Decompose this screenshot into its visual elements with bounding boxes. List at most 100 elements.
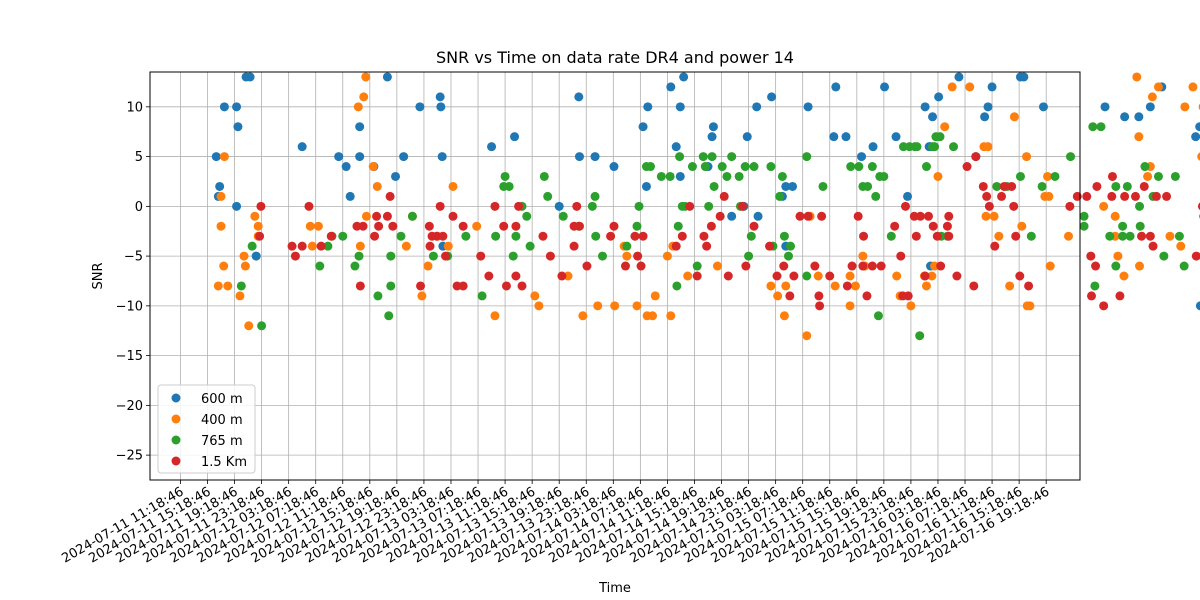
data-point (1120, 191, 1130, 201)
data-point (508, 251, 518, 261)
data-point (871, 191, 881, 201)
data-point (740, 162, 750, 172)
data-point (1159, 251, 1169, 261)
data-point (1107, 171, 1117, 181)
data-point (590, 152, 600, 162)
data-point (315, 261, 325, 271)
data-point (511, 231, 521, 241)
data-point (638, 231, 648, 241)
data-point (999, 181, 1009, 191)
data-point (313, 221, 323, 231)
data-point (1007, 181, 1017, 191)
data-point (353, 102, 363, 112)
data-point (940, 122, 950, 132)
data-point (737, 201, 747, 211)
data-point (396, 231, 406, 241)
data-point (251, 251, 261, 261)
data-point (307, 241, 317, 251)
data-point (458, 281, 468, 291)
data-point (971, 152, 981, 162)
data-point (752, 102, 762, 112)
data-point (858, 251, 868, 261)
data-point (500, 171, 510, 181)
data-point (662, 251, 672, 261)
data-point (853, 211, 863, 221)
data-point (648, 311, 658, 321)
data-point (675, 152, 685, 162)
data-point (501, 281, 511, 291)
y-tick-label: −15 (116, 349, 143, 364)
data-point (543, 191, 553, 201)
data-point (490, 201, 500, 211)
data-point (219, 102, 229, 112)
data-point (749, 221, 759, 231)
data-point (1086, 291, 1096, 301)
data-point (476, 251, 486, 261)
data-point (1038, 102, 1048, 112)
data-point (1188, 82, 1198, 92)
data-point (772, 271, 782, 281)
data-point (679, 72, 689, 82)
data-point (638, 122, 648, 132)
data-point (829, 132, 839, 142)
data-point (989, 211, 999, 221)
data-point (675, 171, 685, 181)
data-point (1153, 82, 1163, 92)
data-point (650, 291, 660, 301)
data-point (235, 291, 245, 301)
data-point (1099, 201, 1109, 211)
data-point (777, 171, 787, 181)
data-point (1107, 191, 1117, 201)
y-axis: −25 −20 −15 −10 −5 0 5 10 (116, 100, 150, 464)
data-point (845, 271, 855, 281)
data-point (358, 221, 368, 231)
data-point (244, 321, 254, 331)
data-point (1091, 261, 1101, 271)
data-point (867, 261, 877, 271)
data-point (672, 281, 682, 291)
data-point (557, 271, 567, 281)
data-point (876, 261, 886, 271)
data-point (1170, 171, 1180, 181)
data-point (355, 281, 365, 291)
data-point (1139, 181, 1149, 191)
data-point (435, 92, 445, 102)
data-point (250, 211, 260, 221)
data-point (487, 142, 497, 152)
data-point (928, 112, 938, 122)
data-point (773, 291, 783, 301)
data-point (525, 241, 535, 251)
data-point (1134, 112, 1144, 122)
data-point (707, 132, 717, 142)
data-point (1111, 261, 1121, 271)
data-point (253, 221, 263, 231)
data-point (765, 241, 775, 251)
data-point (854, 162, 864, 172)
data-point (323, 241, 333, 251)
data-point (247, 241, 257, 251)
data-point (1015, 271, 1025, 281)
data-point (915, 211, 925, 221)
data-point (646, 162, 656, 172)
data-point (223, 281, 233, 291)
data-point (219, 152, 229, 162)
data-point (355, 241, 365, 251)
data-point (656, 171, 666, 181)
data-point (981, 211, 991, 221)
data-point (1180, 102, 1190, 112)
data-point (722, 171, 732, 181)
data-point (863, 181, 873, 191)
data-point (574, 152, 584, 162)
data-point (1111, 181, 1121, 191)
data-point (987, 82, 997, 92)
data-point (825, 271, 835, 281)
y-tick-label: −25 (116, 449, 143, 464)
data-point (933, 171, 943, 181)
data-point (830, 281, 840, 291)
data-point (677, 231, 687, 241)
data-point (510, 132, 520, 142)
data-point (428, 251, 438, 261)
data-point (779, 261, 789, 271)
data-point (859, 231, 869, 241)
data-point (477, 291, 487, 301)
